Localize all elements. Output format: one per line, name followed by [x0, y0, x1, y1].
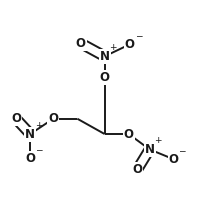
Text: −: − [35, 145, 42, 154]
Text: O: O [11, 112, 21, 125]
Text: O: O [48, 112, 58, 125]
Text: O: O [99, 71, 109, 84]
Text: N: N [144, 143, 154, 156]
Text: O: O [25, 152, 35, 165]
Text: O: O [168, 153, 178, 166]
Text: O: O [75, 37, 85, 50]
Text: N: N [99, 50, 109, 63]
Text: +: + [154, 136, 161, 145]
Text: +: + [109, 43, 116, 52]
Text: O: O [124, 38, 134, 51]
Text: +: + [35, 121, 42, 130]
Text: −: − [178, 146, 185, 155]
Text: O: O [132, 163, 142, 176]
Text: N: N [25, 127, 35, 141]
Text: −: − [134, 31, 142, 40]
Text: O: O [123, 127, 133, 141]
